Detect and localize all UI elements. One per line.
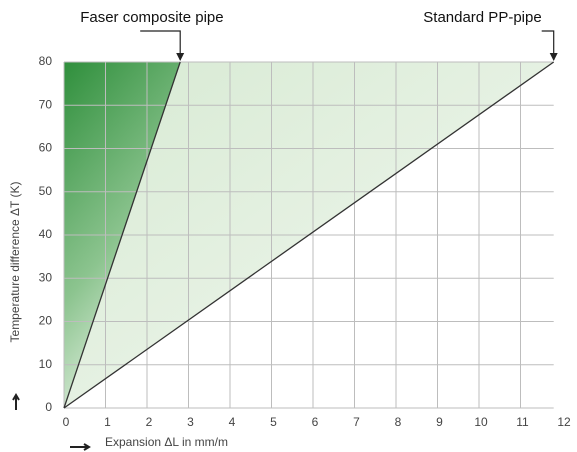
x-axis-arrow [70, 443, 91, 451]
x-axis-label: Expansion ΔL in mm/m [105, 435, 228, 449]
x-tick-label: 2 [146, 415, 153, 429]
line [63, 61, 181, 409]
x-tick-label: 8 [395, 415, 402, 429]
y-tick-label: 0 [45, 400, 52, 414]
y-tick-label: 30 [39, 270, 53, 284]
x-tick-label: 11 [516, 415, 529, 429]
x-tick-label: 3 [187, 415, 194, 429]
y-tick-label: 60 [39, 141, 53, 155]
y-axis-label: Temperature difference ΔT (K) [8, 182, 22, 343]
x-tick-label: 0 [63, 415, 70, 429]
line [63, 61, 555, 409]
annotation-arrowhead [549, 53, 558, 61]
x-tick-label: 6 [312, 415, 319, 429]
annotation-arrow [140, 30, 181, 60]
annotation-arrow [541, 30, 555, 60]
y-tick-label: 80 [39, 54, 53, 68]
annotation: Faser composite pipe [80, 9, 223, 26]
y-tick-label: 50 [39, 184, 53, 198]
y-tick-label: 10 [39, 357, 53, 371]
y-axis-arrow [12, 393, 20, 410]
annotation-arrowhead [176, 53, 185, 61]
x-tick-label: 9 [436, 415, 443, 429]
y-tick-label: 20 [39, 314, 53, 328]
x-tick-label: 10 [474, 415, 488, 429]
y-tick-label: 70 [39, 97, 53, 111]
x-tick-label: 1 [104, 415, 111, 429]
annotation: Standard PP-pipe [423, 9, 541, 26]
x-tick-label: 7 [353, 415, 360, 429]
x-tick-label: 12 [557, 415, 571, 429]
x-tick-label: 5 [270, 415, 277, 429]
y-tick-label: 40 [39, 227, 53, 241]
x-tick-label: 4 [229, 415, 236, 429]
